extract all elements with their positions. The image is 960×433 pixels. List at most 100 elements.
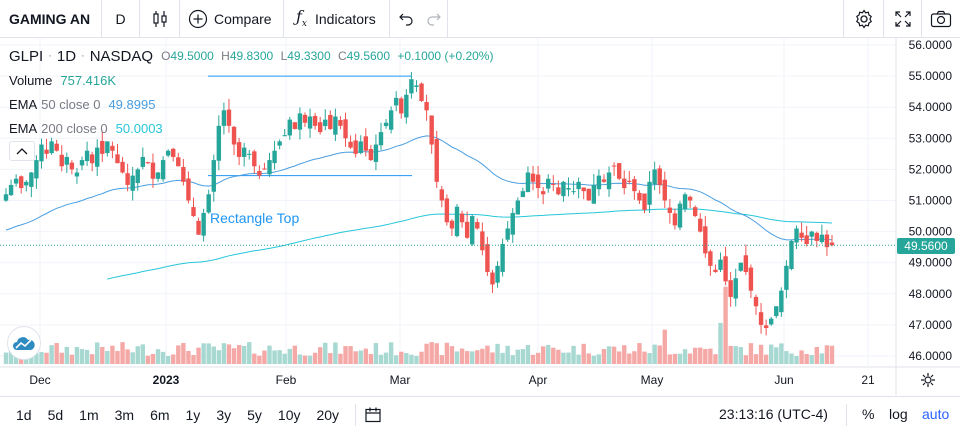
legend-dot: ·	[81, 50, 85, 62]
candle-body	[95, 147, 100, 167]
compare-button[interactable]: Compare	[180, 0, 284, 38]
candle-body	[535, 174, 541, 189]
candle-body	[799, 232, 804, 238]
volume-bar	[789, 353, 794, 364]
legend-volume[interactable]: Volume 757.416K	[9, 68, 493, 92]
interval-button[interactable]: D	[102, 0, 140, 38]
chart-type-button[interactable]	[140, 0, 180, 38]
log-toggle[interactable]: log	[889, 406, 908, 422]
candle-body	[110, 145, 115, 151]
range-5y[interactable]: 5y	[247, 407, 262, 423]
indicators-label: Indicators	[315, 10, 376, 27]
volume-bar	[540, 346, 546, 364]
volume-bar	[125, 349, 130, 364]
percent-toggle[interactable]: %	[862, 406, 875, 422]
volume-bar	[171, 354, 176, 364]
price-tick-label: 54.0000	[909, 100, 953, 114]
range-20y[interactable]: 20y	[316, 407, 340, 423]
volume-bar	[622, 345, 627, 364]
candle-body	[181, 167, 186, 182]
ema200-name: EMA	[9, 120, 38, 136]
candle-body	[59, 154, 64, 167]
fullscreen-icon	[894, 11, 911, 27]
chart-grid	[0, 38, 896, 366]
range-1y[interactable]: 1y	[185, 407, 201, 423]
candle-body	[49, 141, 54, 154]
legend-ema50[interactable]: EMA 50 close 0 49.8995	[9, 92, 493, 116]
volume-bar	[115, 350, 120, 364]
candle-body	[606, 172, 612, 190]
volume-bar	[388, 342, 394, 364]
volume-bar	[480, 348, 485, 364]
legend-main[interactable]: GLPI · 1D · NASDAQ O49.5000 H49.8300 L49…	[9, 44, 493, 68]
candle-body	[510, 212, 515, 235]
volume-bar	[216, 350, 222, 364]
ema200-params: 200 close 0	[41, 120, 108, 136]
time-tick-label: 21	[861, 373, 875, 387]
candle-body	[145, 162, 151, 164]
clock-time[interactable]: 23:13:16 (UTC-4)	[719, 406, 828, 422]
candle-body	[692, 207, 698, 217]
axis-settings-icon[interactable]	[921, 373, 935, 387]
auto-toggle[interactable]: auto	[922, 406, 950, 422]
candle-body	[272, 150, 277, 164]
candle-body	[241, 147, 247, 157]
volume-bar	[672, 353, 678, 364]
fullscreen-button[interactable]	[883, 0, 921, 38]
price-tick-label: 52.0000	[909, 162, 953, 176]
volume-bar	[34, 353, 39, 364]
price-tick-label: 46.0000	[909, 349, 953, 363]
volume-bar	[110, 345, 115, 364]
volume-bar	[662, 329, 667, 364]
price-chart[interactable]: Rectangle Top 56.0000 55.0000 54.0000 53.00…	[0, 38, 960, 396]
candle-body	[317, 122, 323, 133]
legend-collapse-button[interactable]	[9, 141, 35, 161]
volume-bar	[414, 355, 419, 364]
volume-bar	[201, 343, 206, 364]
volume-bar	[343, 346, 348, 364]
settings-button[interactable]	[843, 0, 883, 38]
volume-bar	[241, 345, 247, 364]
volume-bar	[708, 348, 713, 364]
candle-body	[171, 148, 176, 157]
tradingview-logo[interactable]	[7, 326, 41, 360]
range-10y[interactable]: 10y	[277, 407, 301, 423]
volume-bar	[470, 351, 475, 364]
candle-body	[748, 267, 754, 291]
volume-bar	[774, 347, 779, 364]
high-label: H	[221, 49, 230, 63]
indicators-button[interactable]: ƒx Indicators	[284, 0, 390, 38]
redo-icon[interactable]	[426, 12, 442, 26]
volume-bar	[718, 322, 723, 364]
legend-dot: ·	[48, 50, 52, 62]
symbol-search-button[interactable]: GAMING AN	[0, 0, 102, 38]
range-5d[interactable]: 5d	[47, 407, 64, 423]
range-1m[interactable]: 1m	[79, 407, 99, 423]
candle-body	[282, 135, 287, 137]
candle-body	[302, 114, 308, 123]
volume-bar	[262, 350, 267, 364]
volume-bars	[3, 286, 835, 364]
candle-body	[495, 265, 500, 283]
undo-icon[interactable]	[398, 12, 414, 26]
candle-body	[74, 172, 80, 177]
screenshot-button[interactable]	[921, 0, 960, 38]
candle-body	[566, 188, 571, 190]
range-3y[interactable]: 3y	[216, 407, 232, 423]
candle-body	[191, 207, 196, 217]
volume-bar	[439, 355, 445, 364]
volume-bar	[819, 353, 825, 364]
candle-body	[419, 83, 424, 101]
candle-body	[277, 141, 282, 146]
volume-bar	[753, 354, 759, 364]
volume-bar	[647, 353, 652, 364]
open-value: 49.5000	[170, 49, 214, 63]
range-1d[interactable]: 1d	[16, 407, 32, 423]
volume-bar	[556, 349, 561, 364]
range-6m[interactable]: 6m	[150, 407, 170, 423]
goto-date-icon[interactable]	[364, 406, 382, 424]
legend-ema200[interactable]: EMA 200 close 0 50.0003	[9, 116, 493, 140]
volume-bar	[74, 346, 80, 364]
candle-body	[231, 126, 237, 145]
range-3m[interactable]: 3m	[114, 407, 135, 423]
